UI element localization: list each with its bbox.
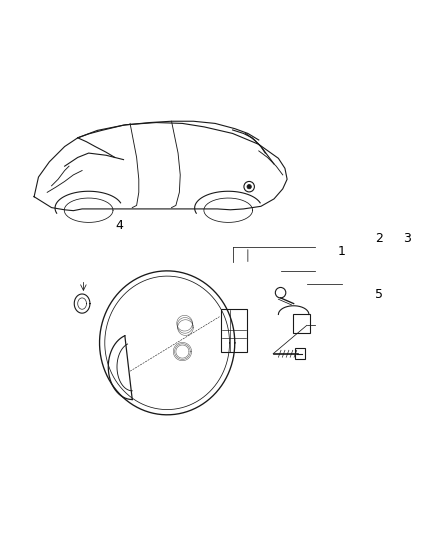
Text: 5: 5 (374, 288, 382, 301)
Circle shape (247, 184, 251, 189)
Text: 1: 1 (337, 245, 345, 258)
FancyBboxPatch shape (292, 313, 309, 333)
Text: 4: 4 (115, 219, 123, 231)
FancyBboxPatch shape (294, 348, 304, 359)
FancyBboxPatch shape (220, 309, 246, 352)
Text: 3: 3 (402, 232, 410, 245)
Text: 2: 2 (374, 232, 382, 245)
